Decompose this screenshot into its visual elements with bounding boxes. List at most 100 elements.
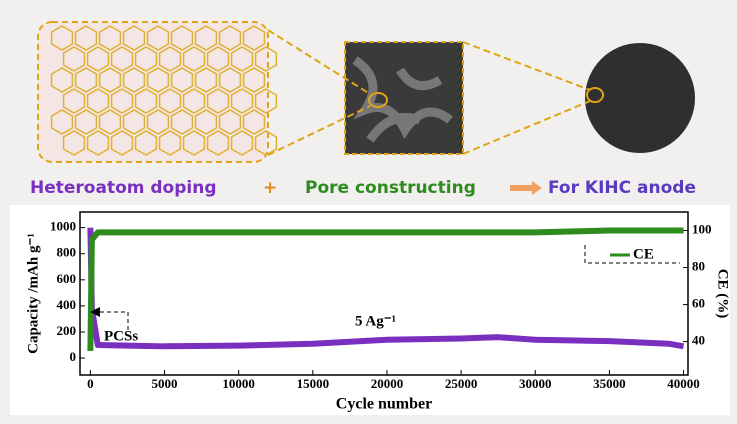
hexagon [182, 46, 206, 72]
chart-panel [10, 205, 730, 415]
arrow-head [532, 181, 542, 195]
x-axis-label: Cycle number [336, 396, 432, 413]
hexagon [110, 46, 134, 72]
hexagon [50, 67, 74, 93]
y-tick-label: 0 [70, 349, 77, 364]
hexagon [206, 46, 230, 72]
hexagon [146, 109, 170, 135]
hexagon [158, 130, 182, 156]
hexagon [254, 130, 278, 156]
y2-tick-label: 100 [692, 222, 712, 237]
hexagon [98, 109, 122, 135]
series-line [87, 227, 684, 351]
hexagon [122, 25, 146, 51]
hexagon [182, 130, 206, 156]
y-tick-label: 800 [57, 245, 77, 260]
hexagon [74, 67, 98, 93]
hexagon [230, 130, 254, 156]
x-tick-label: 15000 [297, 376, 330, 391]
x-tick-label: 40000 [667, 376, 700, 391]
hexagon [134, 88, 158, 114]
y2-axis-label: CE (%) [715, 269, 731, 319]
hexagon [86, 88, 110, 114]
x-tick-label: 5000 [152, 376, 178, 391]
zoom-spot [586, 87, 604, 103]
legend-label: CE [633, 246, 654, 262]
hexagon [134, 46, 158, 72]
hexagon [110, 130, 134, 156]
hexagon [122, 109, 146, 135]
hexagon [50, 109, 74, 135]
carbon-lattice [50, 25, 278, 156]
hexagon [254, 46, 278, 72]
hexagon [170, 67, 194, 93]
plot-frame [79, 211, 689, 376]
hexagon [182, 88, 206, 114]
chart: 0 5000 10000 15000 20000 25000 30000 35000 40000… [25, 219, 730, 413]
hexagon [86, 130, 110, 156]
hexagon [218, 25, 242, 51]
caption: Pore constructing [305, 178, 476, 198]
legend-box [584, 245, 680, 264]
annotation: PCSs [104, 328, 138, 344]
y-tick-label: 600 [57, 271, 77, 286]
hexagon [146, 67, 170, 93]
series-line [87, 227, 685, 350]
caption: Heteroatom doping [30, 178, 217, 198]
hexagon [74, 25, 98, 51]
hexagon [170, 109, 194, 135]
hexagon [194, 25, 218, 51]
hexagon [230, 88, 254, 114]
hexagon [218, 109, 242, 135]
zoom-spot [368, 92, 388, 108]
hexagon [98, 25, 122, 51]
pore-texture [352, 56, 453, 143]
y2-tick-label: 40 [692, 333, 705, 348]
hexagon [146, 25, 170, 51]
y-axis-label: Capacity /mAh g⁻¹ [25, 233, 41, 354]
annotation: 5 Ag⁻¹ [355, 313, 396, 329]
lattice-box [37, 21, 269, 163]
y2-tick-label: 60 [692, 296, 705, 311]
hexagon [122, 67, 146, 93]
annotation-arrow [90, 307, 100, 317]
y2-tick-label: 80 [692, 259, 705, 274]
hexagon [50, 25, 74, 51]
hexagon [98, 67, 122, 93]
hexagon [170, 25, 194, 51]
hexagon [206, 88, 230, 114]
hexagon [242, 109, 266, 135]
hexagon [158, 88, 182, 114]
x-tick-label: 25000 [445, 376, 478, 391]
y-tick-label: 200 [57, 323, 77, 338]
hexagon [206, 130, 230, 156]
hexagon [74, 109, 98, 135]
x-tick-label: 35000 [593, 376, 626, 391]
hexagon [110, 88, 134, 114]
hexagon [242, 25, 266, 51]
x-tick-label: 10000 [222, 376, 255, 391]
x-tick-label: 20000 [371, 376, 404, 391]
zoom-lines [267, 29, 591, 156]
x-tick-label: 30000 [519, 376, 552, 391]
hexagon [194, 67, 218, 93]
sphere [585, 43, 695, 153]
hexagon [134, 130, 158, 156]
hexagon [62, 88, 86, 114]
y-tick-label: 1000 [50, 219, 76, 234]
hexagon [62, 130, 86, 156]
hexagon [218, 67, 242, 93]
x-tick-label: 0 [87, 376, 94, 391]
caption: For KIHC anode [548, 178, 696, 198]
hexagon [254, 88, 278, 114]
y-tick-label: 400 [57, 297, 77, 312]
hexagon [62, 46, 86, 72]
hexagon [242, 67, 266, 93]
hexagon [194, 109, 218, 135]
hexagon [230, 46, 254, 72]
hexagon [86, 46, 110, 72]
caption: + [263, 178, 277, 198]
hexagon [158, 46, 182, 72]
annotation-box [100, 311, 129, 330]
